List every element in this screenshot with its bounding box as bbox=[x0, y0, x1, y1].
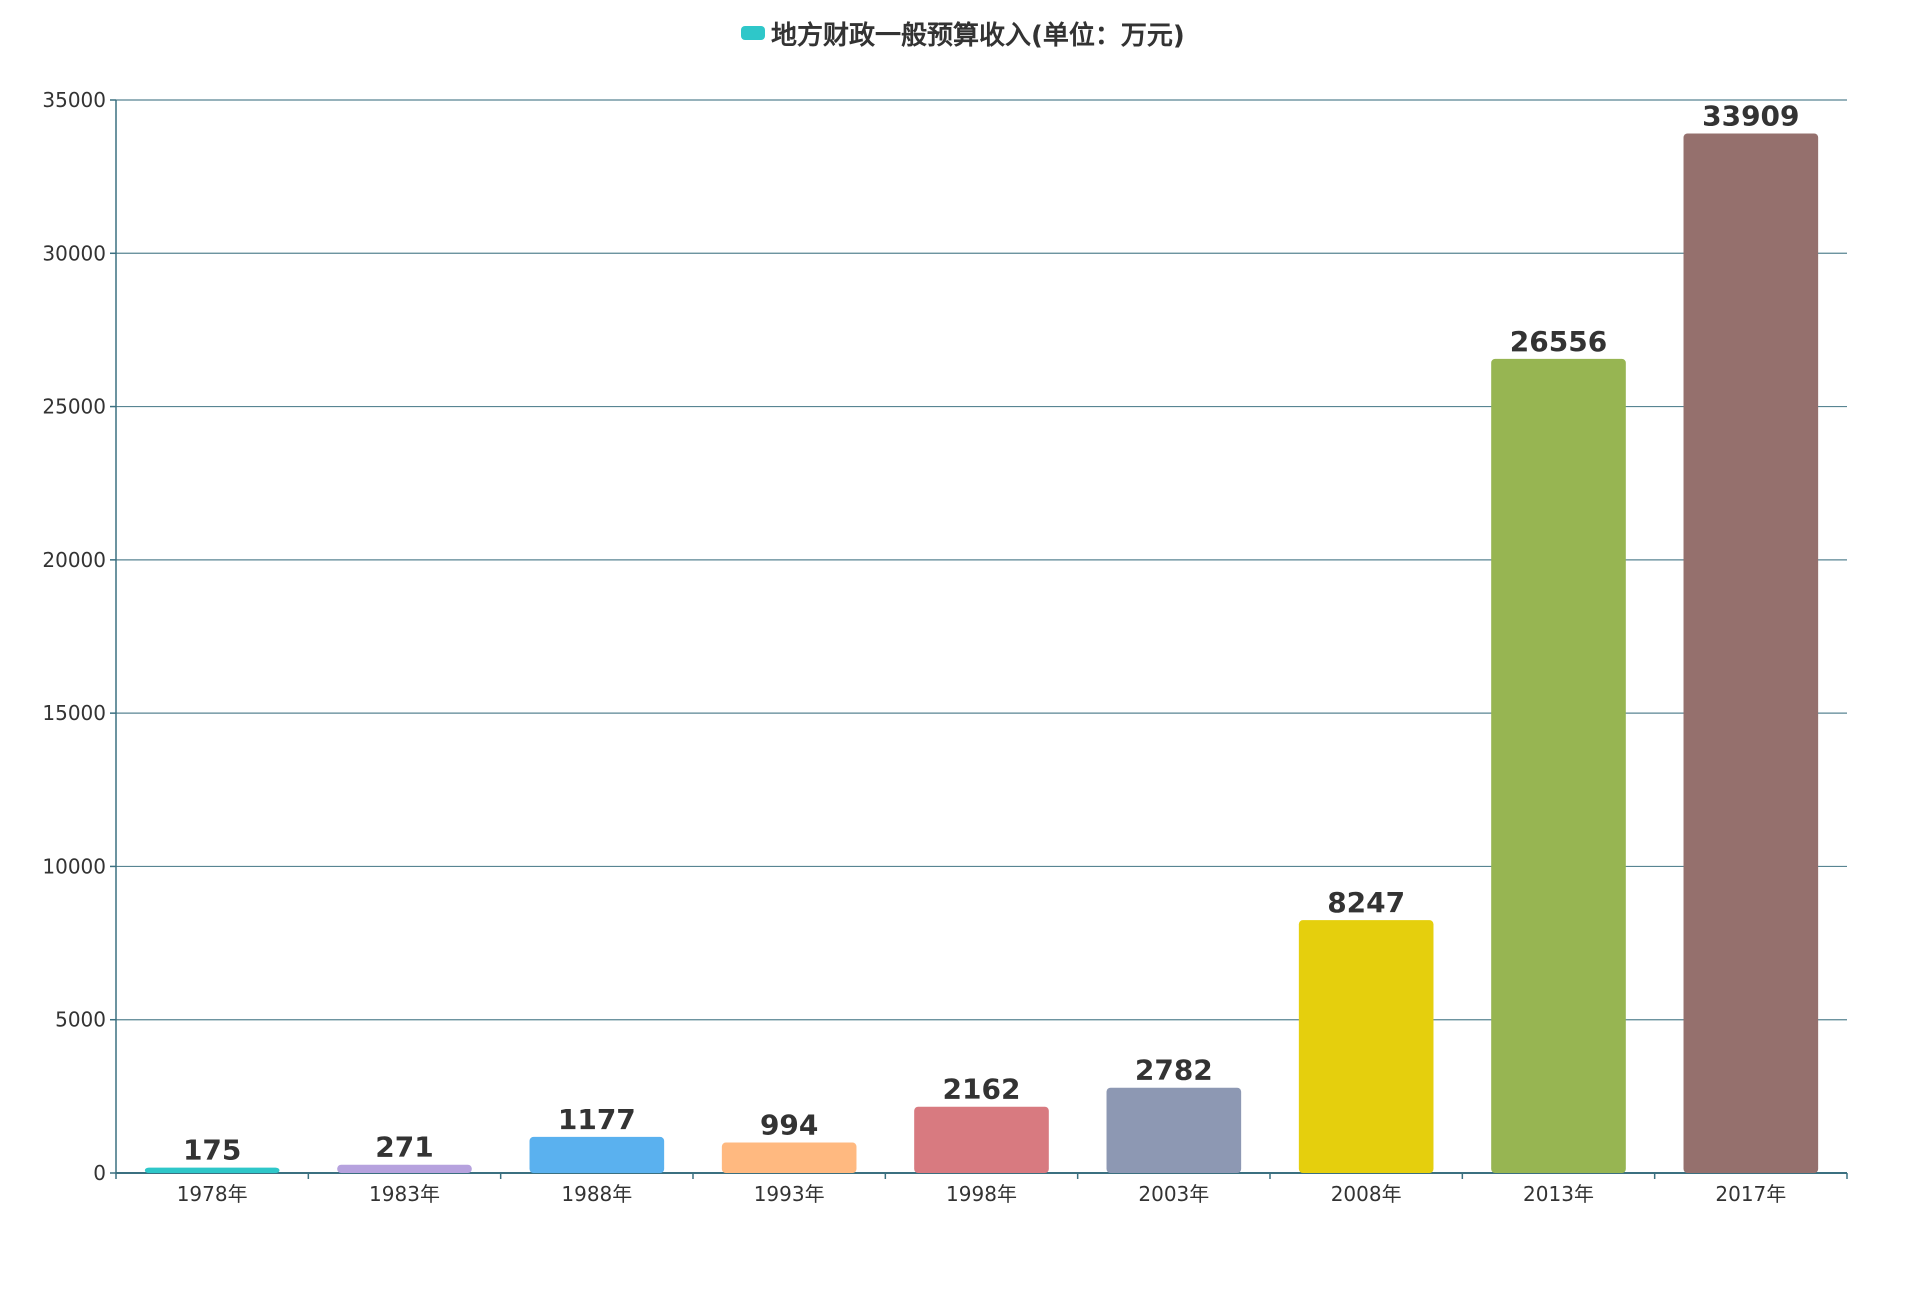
data-label: 175 bbox=[183, 1134, 241, 1167]
legend-label[interactable]: 地方财政一般预算收入(单位：万元) bbox=[771, 20, 1185, 51]
y-tick-label: 25000 bbox=[42, 395, 106, 419]
y-axis: 0 5000 10000 15000 20000 25000 30000 35000 bbox=[42, 88, 117, 1185]
data-label: 2782 bbox=[1135, 1054, 1213, 1087]
bar[interactable] bbox=[914, 1106, 1049, 1173]
bar[interactable] bbox=[721, 1142, 857, 1173]
legend-swatch[interactable] bbox=[741, 26, 765, 40]
y-tick-label: 5000 bbox=[55, 1008, 106, 1032]
y-tick-label: 0 bbox=[93, 1161, 106, 1185]
x-tick-label: 2003年 bbox=[1138, 1182, 1209, 1206]
x-tick-label: 2013年 bbox=[1523, 1182, 1594, 1206]
bars bbox=[144, 133, 1819, 1174]
data-label: 994 bbox=[760, 1109, 818, 1142]
y-tick-label: 35000 bbox=[42, 88, 106, 112]
bar[interactable] bbox=[1106, 1087, 1242, 1173]
bar[interactable] bbox=[337, 1164, 472, 1173]
x-axis: 1978年 1983年 1988年 1993年 1998年 2003年 2008年 2013年… bbox=[115, 1172, 1848, 1206]
data-label: 271 bbox=[375, 1131, 433, 1164]
y-tick-label: 20000 bbox=[42, 548, 106, 572]
bar[interactable] bbox=[1491, 358, 1626, 1174]
y-tick-label: 30000 bbox=[42, 241, 106, 265]
bar[interactable] bbox=[144, 1167, 280, 1173]
data-label: 1177 bbox=[558, 1103, 636, 1136]
bar[interactable] bbox=[1298, 920, 1434, 1173]
data-label: 33909 bbox=[1702, 99, 1799, 132]
y-tick-label: 10000 bbox=[42, 854, 106, 878]
y-tick-label: 15000 bbox=[42, 701, 106, 725]
x-tick-label: 1983年 bbox=[369, 1182, 440, 1206]
x-tick-label: 2017年 bbox=[1715, 1182, 1786, 1206]
data-label: 8247 bbox=[1327, 886, 1405, 919]
bar[interactable] bbox=[1683, 133, 1819, 1174]
x-tick-label: 1993年 bbox=[754, 1182, 825, 1206]
x-tick-label: 1998年 bbox=[946, 1182, 1017, 1206]
value-labels: 175 271 1177 994 2162 2782 8247 26556 33909 bbox=[183, 99, 1800, 1166]
x-tick-label: 1988年 bbox=[561, 1182, 632, 1206]
data-label: 2162 bbox=[943, 1073, 1021, 1106]
bar[interactable] bbox=[529, 1136, 665, 1173]
x-tick-label: 2008年 bbox=[1331, 1182, 1402, 1206]
legend[interactable]: 地方财政一般预算收入(单位：万元) bbox=[741, 20, 1185, 51]
x-tick-label: 1978年 bbox=[177, 1182, 248, 1206]
data-label: 26556 bbox=[1510, 325, 1607, 358]
grid-lines bbox=[116, 99, 1847, 1021]
